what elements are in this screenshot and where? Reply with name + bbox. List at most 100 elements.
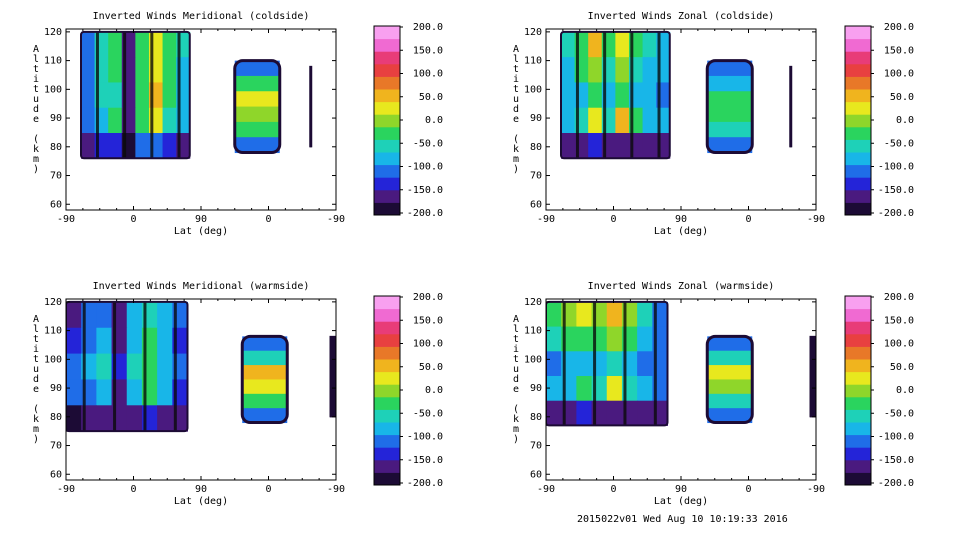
colorbar-segment — [845, 202, 871, 216]
contour-streak — [657, 31, 661, 159]
colorbar-tick-label: -150.0 — [878, 455, 914, 466]
contour-cell — [789, 66, 792, 148]
y-axis-label-char: i — [33, 344, 39, 355]
x-tick-label: 0 — [130, 484, 136, 495]
colorbar-segment — [845, 409, 871, 423]
contour-cell — [234, 121, 280, 138]
colorbar-tick-label: 50.0 — [890, 92, 914, 103]
y-axis-label-char: e — [513, 384, 519, 395]
colorbar-tick-label: 100.0 — [884, 69, 914, 80]
y-tick-label: 70 — [530, 171, 542, 182]
y-axis-label-char: t — [513, 354, 519, 365]
contour-cell — [81, 57, 96, 83]
contour-cell — [157, 405, 173, 432]
y-tick-label: 60 — [530, 199, 542, 210]
contour-cell — [66, 327, 82, 355]
chart-title: Inverted Winds Zonal (warmside) — [588, 281, 775, 292]
colorbar-tick-label: -100.0 — [878, 432, 914, 443]
y-axis-label-char: A — [513, 44, 519, 55]
contour-cell — [242, 350, 288, 366]
y-axis-label-char: e — [513, 114, 519, 125]
x-tick-label: 90 — [195, 214, 207, 225]
colorbar-tick-label: -50.0 — [413, 138, 443, 149]
x-tick-label: 0 — [610, 214, 616, 225]
contour-cell — [707, 137, 753, 154]
colorbar-segment — [374, 434, 400, 448]
colorbar-tick-label: 150.0 — [413, 45, 443, 56]
y-tick-label: 80 — [530, 412, 542, 423]
y-axis-label-char: k — [513, 144, 519, 155]
panel-4: Inverted Winds Zonal (warmside) 60 70 80 90 1… — [513, 281, 914, 507]
contour-cell — [108, 133, 123, 159]
colorbar-segment — [374, 346, 400, 360]
x-tick-label: -90 — [807, 484, 825, 495]
contour-cell — [546, 301, 562, 328]
region-outline — [560, 30, 671, 160]
y-axis-label-char: t — [33, 334, 39, 345]
colorbar-segment — [845, 396, 871, 410]
contour-cell — [135, 57, 150, 83]
contour-cell — [615, 133, 630, 159]
colorbar-segment — [374, 164, 400, 178]
colorbar-tick-label: 100.0 — [884, 339, 914, 350]
contour-cell — [642, 107, 657, 134]
contour-cell — [157, 327, 173, 355]
y-axis-label-char: m — [33, 424, 39, 435]
colorbar-segment — [845, 152, 871, 166]
contour-cell — [707, 75, 753, 92]
y-tick-label: 80 — [50, 142, 62, 153]
contour-cell — [126, 327, 143, 355]
contour-cell — [588, 133, 603, 159]
colorbar-segment — [374, 152, 400, 166]
contour-cell — [707, 365, 753, 380]
y-tick-label: 120 — [44, 27, 62, 38]
contour-cell — [108, 57, 123, 83]
contour-streak — [177, 31, 181, 159]
contour-streak — [623, 301, 627, 426]
contour-cell — [157, 379, 173, 406]
region-outline — [80, 30, 191, 160]
x-tick-label: -90 — [537, 214, 555, 225]
contour-cell — [707, 393, 753, 409]
colorbar-tick-label: -150.0 — [407, 455, 443, 466]
contour-cell — [162, 57, 177, 83]
x-axis-label: Lat (deg) — [174, 226, 228, 237]
y-axis-label-char: l — [513, 54, 519, 65]
x-tick-label: 0 — [265, 214, 271, 225]
y-axis-label-char: ) — [33, 434, 39, 445]
y-axis-label-char: u — [33, 94, 39, 105]
colorbar-segment — [374, 296, 400, 310]
y-axis-label-char: l — [513, 324, 519, 335]
region-outline — [66, 300, 189, 433]
contour-cell — [96, 405, 113, 432]
y-tick-label: 120 — [524, 27, 542, 38]
contour-cell — [81, 107, 96, 134]
chart-title: Inverted Winds Meridional (coldside) — [93, 11, 310, 22]
y-axis-label-char: d — [33, 104, 39, 115]
y-axis-label-char: u — [513, 94, 519, 105]
contour-cell — [615, 107, 630, 134]
contour-streak — [562, 301, 566, 426]
colorbar-segment — [374, 359, 400, 373]
x-tick-label: 90 — [675, 214, 687, 225]
contour-cell — [162, 82, 177, 109]
colorbar-tick-label: -200.0 — [407, 208, 443, 219]
y-tick-label: 70 — [50, 171, 62, 182]
y-tick-label: 70 — [530, 441, 542, 452]
contour-cell — [707, 106, 753, 123]
colorbar-segment — [845, 76, 871, 90]
contour-cell — [606, 400, 623, 426]
colorbar-tick-label: -100.0 — [407, 432, 443, 443]
contour-cell — [546, 351, 562, 377]
colorbar-segment — [845, 308, 871, 322]
x-axis-label: Lat (deg) — [654, 226, 708, 237]
y-axis-label-char: ( — [513, 134, 519, 145]
contour-cell — [157, 353, 173, 380]
colorbar-tick-label: 200.0 — [413, 292, 443, 303]
colorbar-segment — [374, 38, 400, 52]
y-tick-label: 80 — [530, 142, 542, 153]
y-axis-label-char: ) — [513, 164, 519, 175]
contour-cell — [561, 82, 576, 109]
contour-cell — [707, 121, 753, 138]
